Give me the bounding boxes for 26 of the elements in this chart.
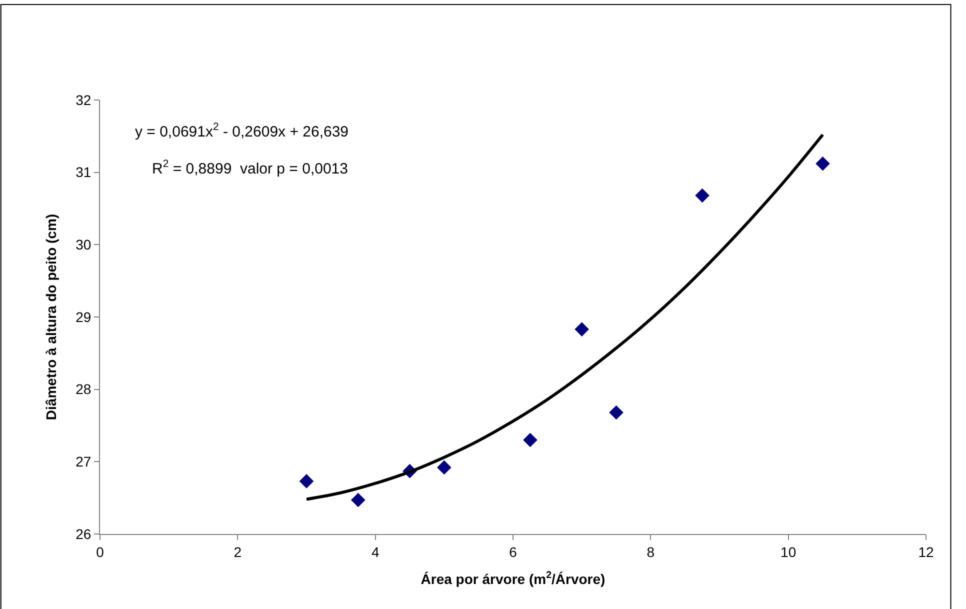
y-tick-label: 32	[76, 92, 92, 108]
point	[437, 460, 452, 475]
point	[350, 492, 366, 508]
x-tick-label: 8	[646, 544, 655, 560]
annotation: R$^{2}$ = 0,8899 valor p = 0,0013	[152, 158, 348, 178]
x-tick-label: 12	[918, 544, 934, 560]
point	[695, 188, 710, 203]
x-tick-label: 4	[371, 544, 380, 560]
y-tick-label: 27	[76, 454, 92, 470]
y-tick-label: 28	[76, 381, 92, 398]
y-tick-label: 31	[76, 164, 92, 180]
y-tick-label: 26	[76, 526, 92, 542]
annotation: y = 0,0691x$^{2}$ - 0,2609x + 26,639	[135, 121, 349, 140]
y-axis-title: Diâmetro à altura do peito (cm)	[43, 214, 60, 420]
x-tick-label: 0	[96, 544, 104, 560]
y-tick-label: 29	[76, 308, 92, 325]
point	[299, 474, 314, 488]
point	[816, 156, 830, 171]
x-tick-label: 10	[780, 544, 796, 560]
x-tick-label: 2	[234, 544, 242, 560]
x-tick-label: 6	[509, 544, 518, 560]
point	[609, 405, 624, 420]
x-axis-title: Área por árvore (m$^{2}$/Árvore)	[420, 570, 606, 588]
point	[523, 432, 538, 448]
y-tick-label: 30	[76, 236, 92, 253]
point	[574, 322, 589, 336]
